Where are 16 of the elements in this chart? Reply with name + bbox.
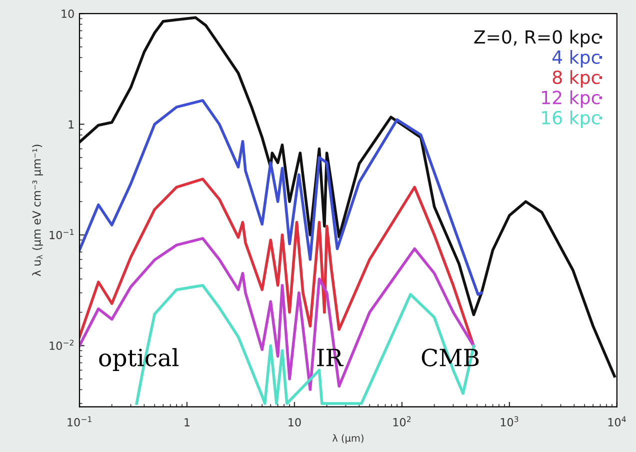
x-tick-label: 10$^{4}$: [608, 416, 626, 426]
legend-label: Z=0, R=0 kpc: [474, 30, 600, 48]
legend-label: 4 kpc: [552, 50, 600, 68]
x-axis-title: λ (μm): [332, 434, 364, 444]
y-tick-label: 1: [68, 120, 74, 128]
y-axis-title: λ u$_{λ}$ (μm eV cm⁻³ μm⁻¹): [32, 144, 43, 276]
x-tick-label: 1: [184, 418, 190, 426]
y-tick-label: 10$^{−1}$: [50, 229, 74, 240]
y-tick-label: 10: [62, 10, 74, 18]
legend-label: 12 kpc: [542, 90, 600, 108]
legend-label: 16 kpc: [542, 110, 600, 128]
y-tick-label: 10$^{−2}$: [50, 340, 74, 350]
legend-label: 8 kpc: [552, 70, 600, 88]
x-tick-label: 10: [288, 418, 301, 427]
x-tick-label: 10$^{3}$: [500, 416, 518, 426]
x-tick-label: 10$^{2}$: [393, 416, 411, 426]
